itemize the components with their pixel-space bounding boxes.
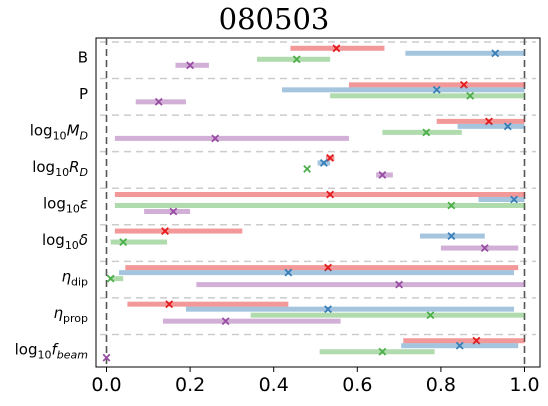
best-fit-marker-purple	[169, 207, 178, 216]
interval-bar-blue	[478, 197, 525, 202]
x-tick-label: 1.0	[509, 374, 539, 396]
best-fit-marker-purple	[154, 97, 163, 106]
interval-bar-green	[382, 129, 462, 135]
category-label: P	[79, 85, 88, 103]
best-fit-marker-red	[485, 117, 493, 126]
best-fit-marker-red	[326, 154, 335, 162]
category-label: log10MD	[30, 121, 88, 142]
category-label: log10RD	[32, 158, 88, 179]
interval-bar-red	[114, 228, 243, 234]
interval-bar-blue	[282, 87, 525, 93]
interval-bar-purple	[376, 172, 393, 178]
best-fit-marker-blue	[491, 49, 500, 58]
x-tick-label: 0.2	[175, 374, 205, 396]
interval-bar-green	[110, 239, 168, 245]
interval-bar-purple	[196, 282, 525, 288]
interval-bar-red	[348, 82, 525, 88]
chart-title: 080503	[218, 2, 330, 36]
interval-bar-green	[330, 93, 525, 99]
best-fit-marker-purple	[186, 61, 195, 70]
interval-bar-blue	[119, 270, 515, 276]
best-fit-marker-green	[292, 55, 301, 64]
best-fit-marker-purple	[211, 134, 220, 143]
best-fit-marker-blue	[510, 195, 518, 204]
interval-bar-blue	[185, 306, 515, 312]
best-fit-marker-green	[466, 91, 475, 100]
interval-bar-red	[127, 301, 289, 307]
interval-bar-red	[436, 118, 525, 124]
best-fit-marker-red	[472, 336, 481, 345]
x-tick-label: 0.0	[91, 374, 121, 396]
interval-bar-green	[114, 203, 525, 208]
best-fit-marker-red	[332, 44, 341, 53]
category-label: ηdip	[61, 268, 88, 289]
best-fit-marker-blue	[319, 159, 328, 167]
best-fit-marker-red	[324, 263, 332, 272]
best-fit-marker-green	[426, 311, 435, 320]
interval-bar-purple	[135, 99, 186, 105]
x-tick-label: 0.4	[259, 374, 289, 396]
best-fit-marker-blue	[455, 341, 464, 350]
best-fit-marker-green	[303, 165, 312, 173]
category-label: log10ε	[43, 195, 88, 216]
interval-bar-green	[256, 56, 331, 62]
interval-bar-blue	[457, 123, 525, 129]
interval-bar-green	[110, 276, 124, 282]
category-label: log10fbeam	[15, 341, 88, 362]
best-fit-marker-green	[106, 274, 115, 283]
best-fit-marker-green	[447, 201, 456, 210]
best-fit-marker-purple	[221, 317, 230, 326]
interval-bar-purple	[175, 62, 209, 68]
category-label: B	[78, 48, 88, 66]
best-fit-marker-blue	[447, 232, 456, 240]
best-fit-marker-red	[326, 190, 335, 199]
best-fit-marker-green	[378, 347, 387, 356]
interval-bar-red	[114, 192, 525, 197]
interval-bar-purple	[114, 135, 349, 141]
best-fit-marker-red	[161, 227, 169, 235]
x-tick-label: 0.8	[426, 374, 456, 396]
category-label: ηprop	[54, 304, 89, 325]
best-fit-marker-purple	[378, 171, 387, 179]
best-fit-marker-blue	[324, 305, 332, 314]
interval-bar-blue	[405, 50, 525, 56]
best-fit-marker-purple	[102, 353, 111, 362]
best-fit-marker-red	[165, 300, 174, 309]
best-fit-marker-blue	[432, 85, 441, 94]
interval-bar-green	[250, 312, 525, 318]
best-fit-marker-purple	[480, 244, 489, 252]
category-label: log10δ	[42, 231, 88, 252]
best-fit-marker-blue	[503, 122, 512, 131]
best-fit-marker-purple	[395, 280, 404, 289]
interval-bar-purple	[440, 245, 519, 251]
plot-frame	[95, 37, 541, 368]
best-fit-marker-blue	[284, 268, 293, 277]
x-tick-label: 0.6	[342, 374, 372, 396]
interval-bar-green	[319, 349, 435, 355]
interval-bar-purple	[144, 209, 191, 214]
interval-bar-red	[125, 265, 519, 271]
best-fit-marker-green	[422, 128, 431, 137]
interval-bar-purple	[162, 318, 341, 324]
best-fit-marker-green	[119, 238, 128, 246]
best-fit-marker-red	[459, 80, 468, 89]
interval-bar-red	[403, 338, 525, 344]
